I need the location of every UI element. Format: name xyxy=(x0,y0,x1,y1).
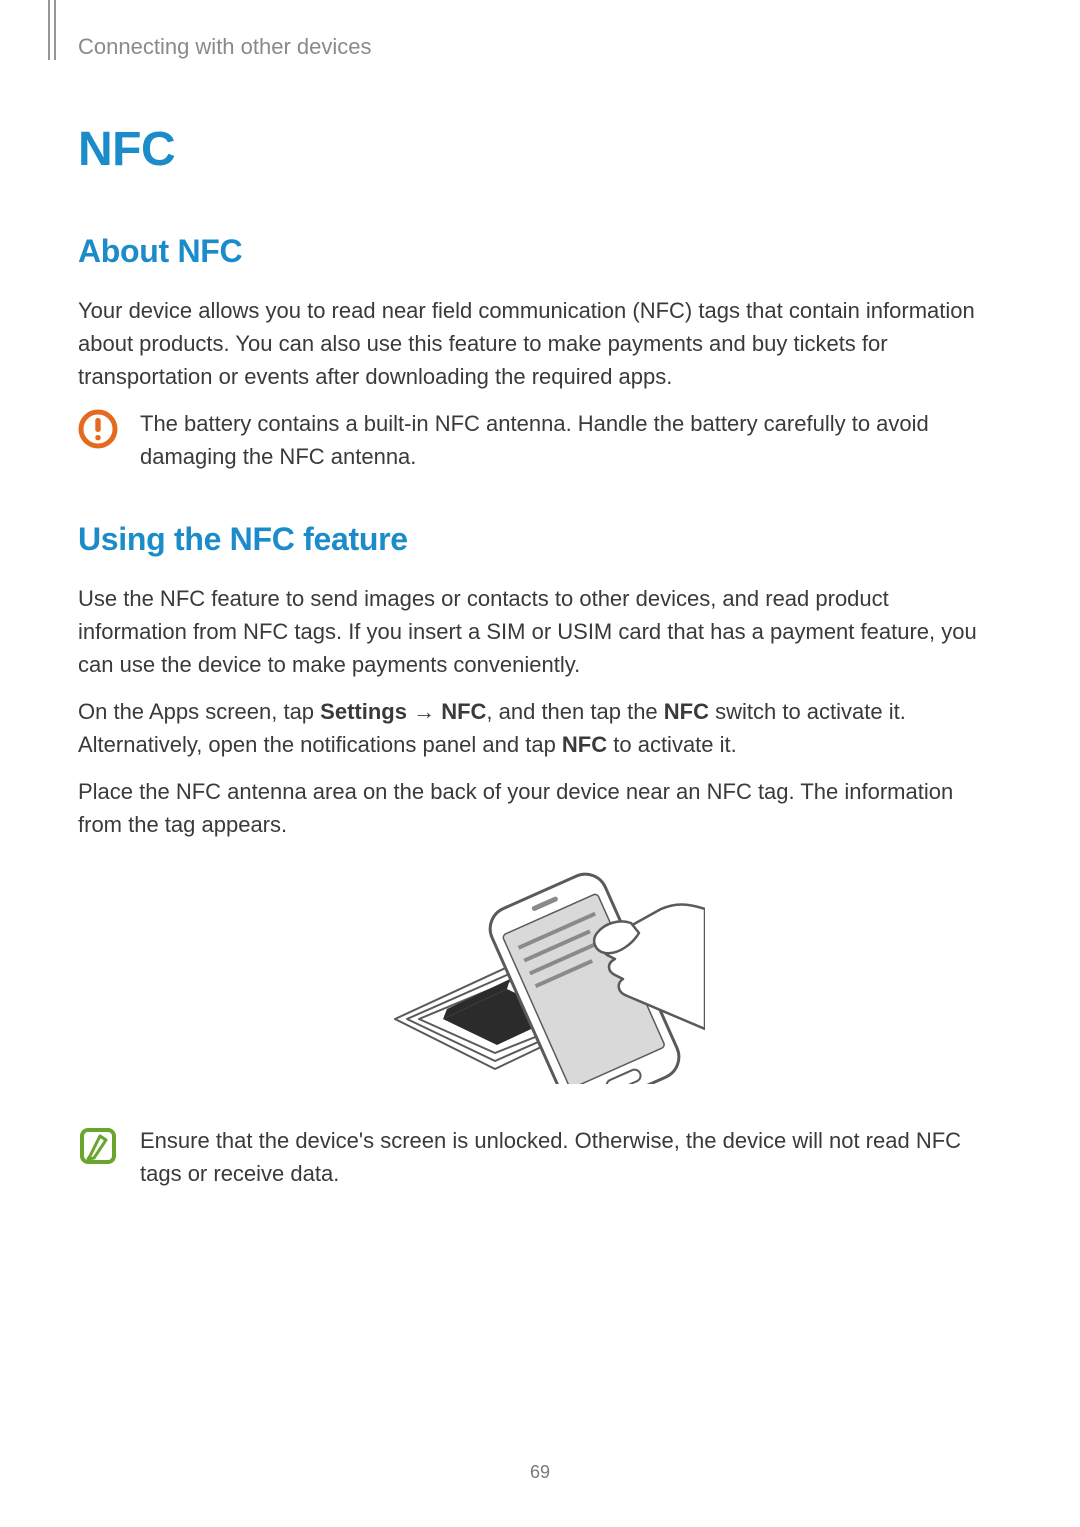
page-title: NFC xyxy=(78,122,1002,177)
page-number: 69 xyxy=(0,1462,1080,1483)
using-paragraph-2: On the Apps screen, tap Settings → NFC, … xyxy=(78,695,1002,761)
page-tab-marker xyxy=(48,0,56,60)
nfc-label: NFC xyxy=(441,699,486,724)
caution-callout: The battery contains a built-in NFC ante… xyxy=(78,407,1002,473)
text-run: to activate it. xyxy=(607,732,737,757)
heading-about-nfc: About NFC xyxy=(78,233,1002,270)
breadcrumb: Connecting with other devices xyxy=(78,34,1002,60)
caution-text: The battery contains a built-in NFC ante… xyxy=(140,407,1002,473)
using-paragraph-1: Use the NFC feature to send images or co… xyxy=(78,582,1002,681)
heading-using-nfc: Using the NFC feature xyxy=(78,521,1002,558)
arrow-separator: → xyxy=(407,699,441,724)
nfc-label: NFC xyxy=(664,699,709,724)
note-callout: Ensure that the device's screen is unloc… xyxy=(78,1124,1002,1190)
page-root: Connecting with other devices NFC About … xyxy=(0,0,1080,1527)
using-paragraph-3: Place the NFC antenna area on the back o… xyxy=(78,775,1002,841)
nfc-label: NFC xyxy=(562,732,607,757)
note-text: Ensure that the device's screen is unloc… xyxy=(140,1124,1002,1190)
about-paragraph: Your device allows you to read near fiel… xyxy=(78,294,1002,393)
caution-icon xyxy=(78,409,118,449)
nfc-illustration xyxy=(78,869,1002,1084)
note-icon xyxy=(78,1126,118,1166)
settings-label: Settings xyxy=(320,699,407,724)
text-run: , and then tap the xyxy=(486,699,663,724)
text-run: On the Apps screen, tap xyxy=(78,699,320,724)
